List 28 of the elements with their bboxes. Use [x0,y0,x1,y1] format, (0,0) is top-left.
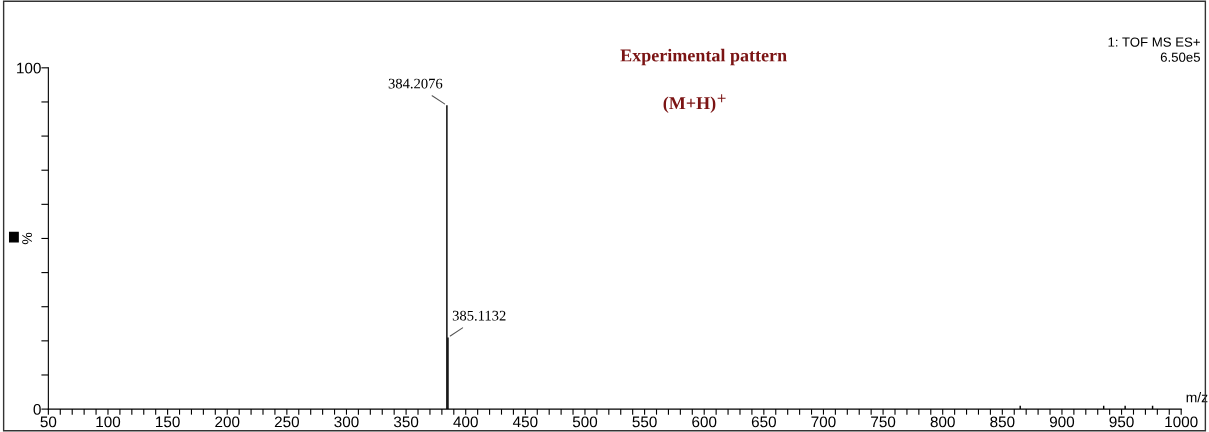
x-tick-label: 950 [1109,416,1134,428]
text: 1: TOF MS ES+ [1108,37,1200,47]
x-tick-label: 750 [871,416,896,428]
x-tick-label: 400 [453,416,478,428]
x-tick-label: 700 [811,416,836,428]
y-axis-title: % [22,232,32,245]
x-tick-label: 600 [692,416,717,428]
text: 6.50e5 [1160,52,1200,62]
y-tick-label: 0 [33,403,41,415]
x-tick-label: 350 [393,416,419,428]
x-tick-label: 100 [96,416,121,428]
x-tick-label: 150 [156,416,180,428]
x-tick-label: 250 [274,416,299,428]
x-tick-label: 800 [930,416,955,428]
x-tick-label: 200 [215,416,240,428]
x-tick-label: 450 [512,416,538,428]
x-tick-label: 550 [632,416,657,428]
x-tick-label: 300 [334,416,359,428]
x-tick-label: 1000 [1165,416,1198,428]
annotation: 385.1132 [452,310,506,321]
x-tick-label: 900 [1049,416,1075,428]
chart-title: Experimental pattern [620,48,787,66]
x-tick-label: 650 [751,416,776,428]
x-tick-label: 500 [572,416,598,428]
x-tick-label: 850 [990,416,1015,428]
annotation: 384.2076 [388,78,443,89]
text: (M+H)$^{+}$ [663,94,726,113]
x-tick-label: 50 [40,416,57,428]
